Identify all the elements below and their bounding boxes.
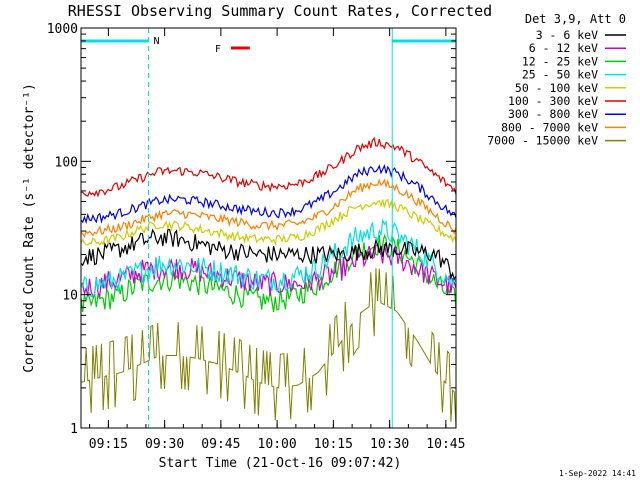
x-tick-label-3: 09:45	[201, 437, 240, 452]
legend-label-7: 300 - 800 keV	[508, 107, 598, 121]
plot-frame	[80, 27, 457, 429]
flare-label: F	[215, 44, 221, 55]
series-line-7	[80, 163, 457, 225]
series-line-5	[80, 198, 457, 246]
legend-label-9: 7000 - 15000 keV	[487, 134, 598, 148]
series-line-4	[80, 218, 457, 298]
x-tick-label-4: 10:00	[258, 437, 297, 452]
legend-label-1: 3 - 6 keV	[536, 28, 598, 42]
y-tick-label-4: 1000	[47, 22, 78, 37]
series-line-9	[80, 268, 457, 428]
series-line-1	[80, 228, 457, 281]
plot-area	[80, 136, 457, 428]
y-axis-label: Corrected Count Rate (s⁻¹ detector⁻¹)	[22, 83, 37, 373]
chart-title: RHESSI Observing Summary Count Rates, Co…	[68, 2, 492, 20]
x-tick-label-5: 10:15	[314, 437, 353, 452]
legend-label-3: 12 - 25 keV	[522, 54, 598, 68]
series-line-3	[80, 233, 457, 313]
x-tick-label-1: 09:15	[89, 437, 128, 452]
y-tick-label-1: 1	[70, 422, 78, 437]
night-label: N	[154, 36, 160, 47]
legend-title: Det 3,9, Att 0	[525, 12, 626, 26]
y-axis: 1 10 100 1000	[47, 22, 456, 437]
legend-label-6: 100 - 300 keV	[508, 94, 598, 108]
y-tick-label-2: 10	[62, 289, 78, 304]
legend-label-5: 50 - 100 keV	[515, 81, 598, 95]
timestamp: 1-Sep-2022 14:41	[559, 469, 636, 478]
y-tick-label-3: 100	[55, 155, 78, 170]
x-axis: 09:15 09:30 09:45 10:00 10:15 10:30 10:45	[89, 28, 465, 452]
x-tick-label-6: 10:30	[370, 437, 409, 452]
legend-label-8: 800 - 7000 keV	[501, 120, 598, 134]
x-tick-label-2: 09:30	[145, 437, 184, 452]
series-line-2	[80, 243, 457, 299]
legend-label-2: 6 - 12 keV	[529, 41, 598, 55]
legend-label-4: 25 - 50 keV	[522, 68, 598, 82]
series-line-6	[80, 136, 457, 198]
series-line-8	[80, 178, 457, 238]
x-axis-label: Start Time (21-Oct-16 09:07:42)	[159, 456, 402, 471]
x-tick-label-7: 10:45	[426, 437, 465, 452]
